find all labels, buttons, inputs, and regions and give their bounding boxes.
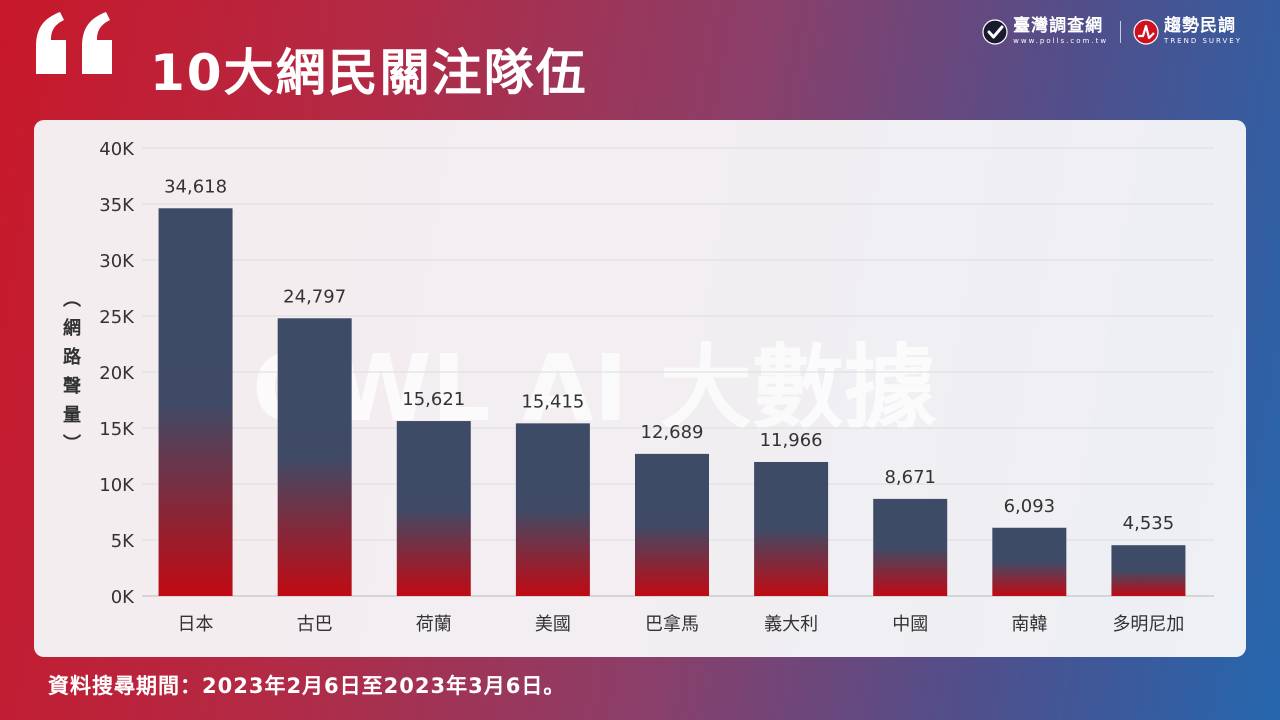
bar-chart: OWL AI 大數據 0K 5K 10K 15K 20K 25K 30K 35K 40K 34,6… — [63, 139, 1214, 635]
quote-mark-icon — [36, 12, 112, 74]
bar — [754, 461, 829, 596]
bar — [992, 527, 1067, 596]
y-tick-label: 5K — [111, 531, 135, 552]
data-label: 4,535 — [1123, 513, 1175, 534]
chart-panel: OWL AI 大數據 0K 5K 10K 15K 20K 25K 30K 35K 40K 34,6… — [34, 120, 1246, 657]
data-label: 12,689 — [641, 422, 704, 443]
data-label: 11,966 — [760, 430, 823, 451]
bar — [277, 318, 352, 596]
logos: 臺灣調查網 www.polls.com.tw 趨勢民調 TREND SURVEY — [982, 18, 1242, 45]
bar — [635, 453, 709, 596]
polls-logo: 臺灣調查網 www.polls.com.tw — [982, 18, 1108, 45]
y-tick-label: 15K — [99, 419, 135, 440]
data-label: 6,093 — [1004, 496, 1056, 517]
check-circle-icon — [982, 18, 1008, 45]
y-axis-label: ︵網路聲量︶ — [63, 289, 82, 455]
y-tick-label: 0K — [111, 587, 135, 608]
footnote: 資料搜尋期間：2023年2月6日至2023年3月6日。 — [48, 674, 566, 698]
x-tick-label: 中國 — [892, 614, 928, 635]
trend-logo-name: 趨勢民調 — [1164, 16, 1237, 36]
y-tick-label: 40K — [99, 139, 135, 160]
y-tick-label: 25K — [99, 307, 135, 328]
x-tick-label: 美國 — [535, 614, 571, 635]
watermark: OWL AI 大數據 — [252, 335, 937, 442]
bar — [515, 423, 590, 596]
x-tick-label: 日本 — [178, 614, 214, 635]
x-tick-label: 荷蘭 — [416, 614, 452, 635]
y-tick-label: 10K — [99, 475, 135, 496]
x-tick-label: 南韓 — [1011, 614, 1047, 635]
trend-logo-sub: TREND SURVEY — [1164, 37, 1242, 45]
data-label: 34,618 — [164, 176, 227, 197]
bar — [158, 208, 233, 597]
y-tick-label: 30K — [99, 251, 135, 272]
x-tick-label: 多明尼加 — [1112, 614, 1184, 635]
bar — [1111, 545, 1186, 596]
logo-divider — [1120, 20, 1122, 43]
y-tick-label: 35K — [99, 195, 135, 216]
data-label: 15,621 — [402, 389, 465, 410]
data-label: 24,797 — [283, 286, 346, 307]
data-label: 15,415 — [521, 391, 584, 412]
x-tick-label: 巴拿馬 — [645, 613, 699, 635]
bar — [873, 498, 948, 596]
y-tick-label: 20K — [99, 363, 135, 384]
polls-logo-url: www.polls.com.tw — [1013, 37, 1109, 45]
bar — [396, 421, 471, 596]
x-tick-label: 義大利 — [764, 614, 818, 635]
trend-line-icon — [1133, 18, 1159, 45]
x-tick-label: 古巴 — [297, 614, 333, 635]
page-title: 10大網民關注隊伍 — [150, 44, 588, 102]
polls-logo-name: 臺灣調查網 — [1013, 16, 1104, 36]
trend-logo: 趨勢民調 TREND SURVEY — [1133, 18, 1242, 45]
data-label: 8,671 — [884, 467, 936, 488]
